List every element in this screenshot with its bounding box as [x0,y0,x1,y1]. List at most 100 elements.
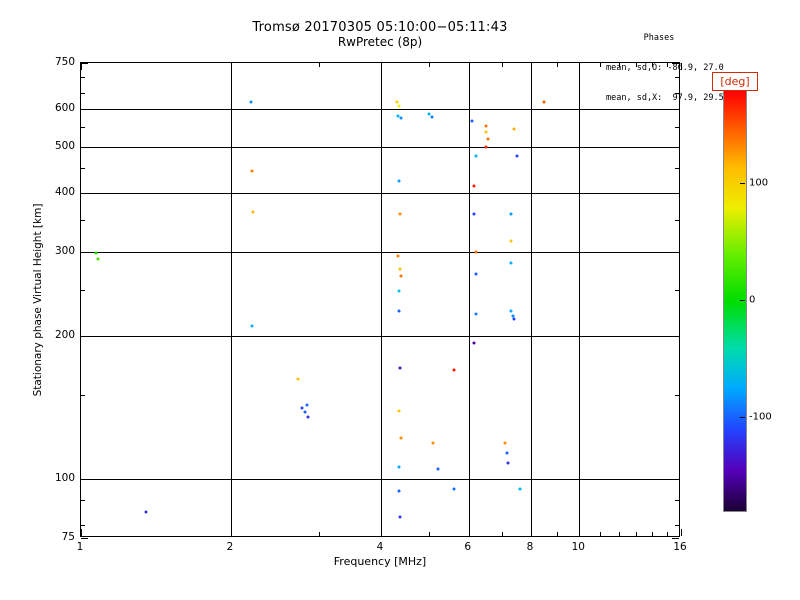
y-axis-tick [81,77,85,79]
y-axis-tick [672,109,679,110]
y-axis-tick [81,500,85,502]
data-point [397,309,401,313]
data-point [474,154,478,158]
y-axis-tick [672,146,679,148]
data-point [306,415,310,419]
y-tick-label: 75 [61,531,75,543]
y-axis-tick [672,252,679,253]
x-axis-tick [652,532,654,536]
y-tick-label: 100 [54,471,75,484]
data-point [474,272,478,276]
x-axis-tick [531,529,532,536]
y-tick-label: 200 [54,328,75,341]
y-gridline [81,252,679,253]
x-axis-tick [381,63,382,70]
data-point [300,406,304,410]
data-point [397,409,401,413]
y-tick-label: 750 [54,56,75,68]
data-point [399,436,403,440]
data-point [397,489,401,493]
y-axis-tick [672,192,679,194]
data-point [512,127,516,131]
x-axis-tick [502,532,504,536]
x-axis-tick [579,63,581,70]
data-point [430,115,434,119]
colorbar-gradient [723,90,747,512]
x-axis-tick [81,529,82,536]
y-axis-tick [81,109,88,110]
x-axis-tick [599,532,601,536]
data-point [249,100,253,104]
x-axis-tick [636,532,638,536]
colorbar-tick-label: 0 [749,294,756,306]
data-point [397,465,401,469]
data-point [396,114,400,118]
y-axis-tick [81,335,88,337]
data-point [436,467,440,471]
data-point [512,317,516,321]
data-point [303,410,307,414]
x-axis-tick [81,63,82,70]
y-axis-tick [675,395,679,396]
y-axis-tick [672,478,679,480]
y-axis-tick [675,127,679,128]
y-axis-tick [81,63,88,64]
data-point [509,261,513,265]
data-point [542,100,546,104]
y-tick-label: 500 [54,139,75,152]
data-point [251,210,255,214]
y-gridline [81,146,679,148]
x-axis-tick [667,532,668,536]
x-tick-label: 16 [673,541,687,553]
y-axis-tick [81,478,88,480]
data-point [305,403,309,407]
data-point [396,254,400,257]
y-axis-tick [675,289,679,291]
data-point [505,451,509,455]
y-axis-label: Stationary phase Virtual Height [km] [32,203,44,397]
y-tick-label: 300 [54,245,75,257]
y-axis-tick [672,63,679,64]
x-axis-tick [599,63,601,67]
colorbar-tick-label: -100 [749,411,772,423]
phase-stats-line-o: mean, sd,O: -86.9, 27.0 [606,63,724,73]
data-point [503,441,507,445]
x-axis-tick [429,532,431,536]
y-gridline [81,192,679,194]
data-point [398,366,402,370]
data-point [509,239,513,243]
data-point [472,341,476,345]
y-axis-tick [675,220,679,222]
x-axis-tick [381,529,382,536]
data-point [484,130,488,134]
phase-stats-line-x: mean, sd,X: 97.9, 29.5 [606,93,724,103]
data-point [398,212,402,216]
y-axis-tick [675,77,679,79]
y-axis-tick [81,127,85,128]
chart-subtitle: RwPretec (8p) [337,35,423,49]
y-axis-tick [81,538,88,539]
phase-stats: Phases mean, sd,O: -86.9, 27.0 mean, sd,… [606,13,724,123]
data-point [397,179,401,183]
y-axis-tick [81,168,85,170]
data-point [470,119,474,123]
x-gridline [531,63,532,536]
y-axis-tick [675,524,679,526]
x-axis-tick [531,63,532,70]
x-axis-tick [468,63,470,70]
colorbar-tick-label: 100 [749,177,769,189]
y-axis-tick [675,92,679,94]
data-point [398,515,402,519]
x-gridline [381,63,382,536]
x-axis-tick [652,63,654,67]
data-point [509,212,513,216]
data-point [397,289,401,293]
y-axis-tick [672,335,679,337]
data-point [518,487,522,491]
y-gridline [81,335,679,337]
x-axis-tick [681,529,682,536]
x-tick-label: 6 [464,541,472,553]
x-axis-tick [231,529,232,536]
data-point [509,309,513,313]
data-point [511,314,515,318]
